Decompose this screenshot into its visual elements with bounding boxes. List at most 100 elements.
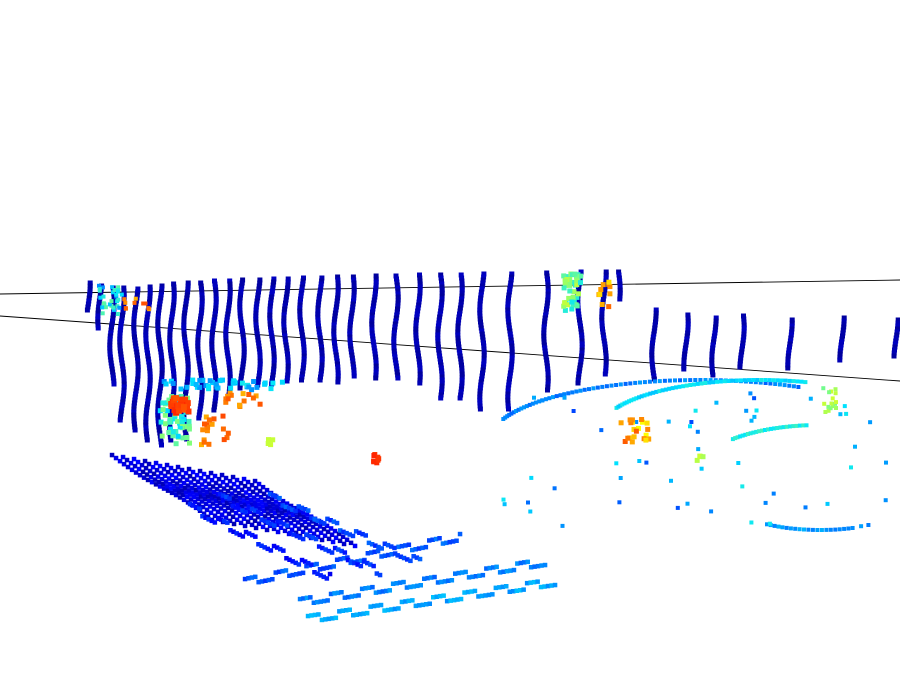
lidar-point [542, 345, 548, 351]
lidar-point [270, 437, 276, 443]
lidar-point [86, 295, 92, 301]
lidar-point [414, 311, 420, 317]
lidar-point [272, 510, 278, 516]
lidar-point [301, 362, 307, 368]
lidar-point [227, 371, 233, 377]
lidar-point [578, 273, 584, 279]
lidar-point [158, 352, 164, 358]
lidar-point [479, 283, 485, 289]
lidar-point [241, 340, 247, 346]
lidar-point [834, 406, 838, 410]
lidar-point [600, 326, 605, 332]
lidar-point [225, 520, 230, 525]
lidar-point [225, 311, 231, 317]
lidar-point [413, 547, 418, 552]
lidar-point [192, 499, 198, 505]
lidar-point [152, 477, 158, 482]
lidar-point [238, 286, 244, 292]
lidar-point [574, 294, 580, 300]
lidar-point [158, 349, 164, 355]
lidar-point [737, 364, 743, 370]
lidar-point [155, 319, 161, 325]
lidar-point [120, 454, 126, 460]
lidar-point [577, 317, 582, 323]
lidar-point [695, 429, 700, 434]
lidar-point [223, 326, 229, 332]
lidar-point [257, 506, 263, 512]
lidar-point [478, 292, 484, 298]
lidar-point [386, 552, 391, 558]
lidar-point [283, 568, 289, 573]
lidar-point [202, 496, 208, 502]
lidar-point [331, 564, 336, 569]
lidar-point [518, 560, 524, 566]
lidar-point [652, 325, 658, 331]
lidar-point [119, 357, 125, 363]
lidar-point [121, 375, 127, 381]
lidar-point [542, 348, 548, 354]
lidar-point [327, 571, 333, 577]
lidar-point [597, 291, 603, 297]
lidar-point [521, 587, 526, 592]
lidar-point [377, 572, 383, 578]
lidar-point [616, 272, 622, 278]
lidar-point [160, 400, 166, 406]
lidar-point [135, 364, 141, 370]
lidar-point [200, 487, 206, 493]
lidar-point [506, 325, 512, 331]
lidar-point [413, 603, 419, 609]
lidar-point [418, 583, 423, 588]
lidar-point [543, 312, 549, 318]
lidar-point [156, 334, 162, 340]
lidar-point [681, 360, 687, 366]
lidar-point [466, 575, 472, 580]
lidar-point [254, 301, 260, 307]
lidar-point [459, 380, 465, 386]
lidar-point [213, 293, 219, 299]
lidar-point [439, 374, 445, 380]
lidar-point [353, 593, 358, 599]
lidar-point [318, 338, 324, 344]
lidar-point [134, 352, 140, 358]
lidar-point [382, 553, 388, 558]
lidar-point [617, 293, 623, 299]
lidar-point [87, 286, 93, 292]
lidar-point [156, 307, 162, 313]
lidar-point [169, 472, 175, 478]
lidar-point [288, 503, 294, 509]
lidar-point [634, 396, 639, 401]
lidar-point [753, 380, 758, 385]
lidar-point [459, 281, 465, 287]
lidar-point [285, 279, 291, 285]
lidar-point [346, 594, 351, 600]
lidar-point [766, 427, 770, 432]
lidar-point [803, 505, 808, 510]
lidar-point [120, 396, 126, 402]
lidar-point [616, 275, 622, 281]
lidar-point [225, 308, 231, 314]
lidar-point [710, 369, 715, 375]
lidar-point [649, 358, 655, 364]
lidar-point [650, 334, 656, 340]
lidar-point [283, 504, 289, 510]
lidar-point [653, 310, 659, 316]
lidar-point [650, 340, 655, 346]
lidar-point [185, 408, 192, 415]
lidar-point [352, 560, 357, 566]
lidar-point [219, 472, 225, 478]
lidar-point [261, 508, 267, 514]
lidar-point [703, 378, 708, 382]
lidar-point [118, 408, 124, 414]
lidar-point [143, 413, 149, 419]
lidar-point [649, 355, 655, 361]
lidar-point [477, 313, 483, 319]
lidar-point [283, 300, 288, 306]
lidar-point [749, 520, 754, 525]
lidar-point [450, 539, 456, 544]
lidar-point [241, 498, 247, 503]
lidar-point [213, 305, 219, 311]
lidar-point [350, 358, 356, 364]
lidar-point [171, 299, 177, 305]
